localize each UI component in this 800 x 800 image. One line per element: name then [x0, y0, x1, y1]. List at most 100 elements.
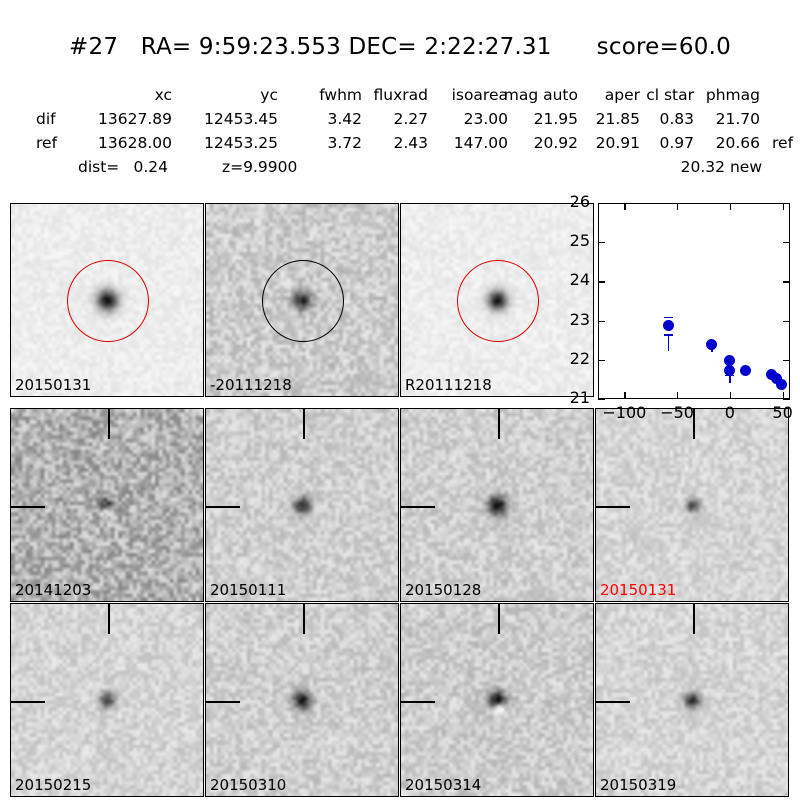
crosshair-tick-vertical: [303, 409, 305, 439]
chart-data-point: [740, 364, 752, 376]
chart-error-bar-cap: [664, 333, 674, 336]
chart-y-tick-label: 23: [569, 309, 590, 329]
chart-error-bar-cap: [664, 316, 674, 319]
cutout-panel[interactable]: 20150319: [595, 603, 789, 797]
cutout-panel[interactable]: 20150310: [205, 603, 399, 797]
chart-x-tick-label: −50: [660, 403, 694, 422]
cutout-date-label: -20111218: [210, 376, 292, 394]
cutout-date-label: 20150128: [405, 581, 482, 599]
chart-data-point: [765, 368, 777, 380]
chart-x-tick: [782, 203, 784, 210]
table-cell: 147.00: [453, 134, 508, 152]
cutout-date-label: 20150314: [405, 776, 482, 794]
crosshair-tick-horizontal: [401, 506, 435, 508]
table-cell: 12453.25: [204, 134, 278, 152]
chart-x-tick: [624, 203, 626, 210]
dist-label: dist=: [78, 158, 120, 176]
table-cell: 13628.00: [98, 134, 172, 152]
crosshair-tick-horizontal: [401, 701, 435, 703]
chart-data-point: [776, 378, 788, 390]
cutout-date-label: R20111218: [405, 376, 492, 394]
chart-y-tick-label: 25: [569, 231, 590, 251]
chart-y-tick: [783, 242, 790, 244]
cutout-panel[interactable]: 20150314: [400, 603, 594, 797]
table-column-header: xc: [154, 86, 172, 104]
cutout-panel[interactable]: -20111218: [205, 203, 399, 397]
chart-y-tick-label: 22: [569, 348, 590, 368]
cutout-panel[interactable]: 20150215: [10, 603, 204, 797]
table-header-row: xc yc fwhm fluxrad isoarea mag auto aper cl sta…: [0, 86, 800, 108]
page-title: #27 RA= 9:59:23.553 DEC= 2:22:27.31 scor…: [69, 34, 731, 60]
chart-y-tick: [783, 203, 790, 205]
crosshair-tick-horizontal: [206, 506, 240, 508]
table-cell: 2.43: [393, 134, 428, 152]
chart-x-tick: [677, 203, 679, 210]
table-column-header: cl star: [646, 86, 694, 104]
chart-x-tick-label: 0: [724, 403, 735, 422]
cutout-date-label: 20150319: [600, 776, 677, 794]
table-row-label: dif: [36, 110, 56, 128]
aperture-circle-black: [262, 260, 344, 342]
crosshair-tick-horizontal: [206, 701, 240, 703]
crosshair-tick-vertical: [693, 409, 695, 439]
table-column-header: mag auto: [503, 86, 578, 104]
crosshair-tick-horizontal: [11, 506, 45, 508]
chart-y-tick: [598, 242, 605, 244]
cutout-panel[interactable]: 20150111: [205, 408, 399, 602]
table-cell: 13627.89: [98, 110, 172, 128]
cutout-panel[interactable]: 20150131: [595, 408, 789, 602]
chart-error-bar: [667, 333, 670, 352]
chart-y-tick-label: 26: [569, 192, 590, 211]
table-cell: 2.27: [393, 110, 428, 128]
chart-y-tick: [598, 320, 605, 322]
cutout-image: [401, 409, 593, 601]
chart-y-tick: [598, 203, 605, 205]
table-column-header: yc: [260, 86, 278, 104]
crosshair-tick-horizontal: [11, 701, 45, 703]
cutout-panel[interactable]: 20141203: [10, 408, 204, 602]
table-cell: 23.00: [463, 110, 508, 128]
chart-x-tick: [782, 392, 784, 399]
table-row: ref 13628.00 12453.25 3.72 2.43 147.00 20.92 20…: [0, 134, 800, 156]
table-cell: 3.72: [327, 134, 362, 152]
cutout-date-label: 20150111: [210, 581, 287, 599]
cutout-date-label: 20150131: [600, 581, 677, 599]
table-row: dif 13627.89 12453.45 3.42 2.27 23.00 21.95 21.…: [0, 110, 800, 132]
cutout-date-label: 20150215: [15, 776, 92, 794]
table-row-label: ref: [36, 134, 58, 152]
table-cell: 21.95: [533, 110, 578, 128]
crosshair-tick-horizontal: [596, 701, 630, 703]
aperture-circle-red: [457, 260, 539, 342]
chart-data-point: [770, 373, 782, 385]
table-row-suffix: ref: [772, 134, 794, 152]
table-cell: 0.83: [659, 110, 694, 128]
chart-y-tick: [783, 359, 790, 361]
crosshair-tick-vertical: [108, 604, 110, 634]
cutout-panel[interactable]: R20111218: [400, 203, 594, 397]
chart-y-tick: [598, 281, 605, 283]
chart-x-tick-label: −100: [602, 403, 647, 422]
chart-x-tick: [677, 392, 679, 399]
table-cell: 21.70: [715, 110, 760, 128]
cutout-date-label: 20141203: [15, 581, 92, 599]
crosshair-tick-horizontal: [596, 506, 630, 508]
crosshair-tick-vertical: [108, 409, 110, 439]
chart-y-tick: [783, 281, 790, 283]
table-column-header: fwhm: [319, 86, 362, 104]
cutout-panel[interactable]: 20150128: [400, 408, 594, 602]
crosshair-tick-vertical: [303, 604, 305, 634]
table-summary-row: dist= 0.24 z=9.9900 20.32 new: [0, 158, 800, 180]
cutout-image: [11, 409, 203, 601]
chart-plot-area: [598, 203, 790, 399]
cutout-panel[interactable]: 20150131: [10, 203, 204, 397]
cutout-image: [596, 604, 788, 796]
table-cell: 12453.45: [204, 110, 278, 128]
chart-data-point: [663, 319, 675, 331]
aperture-circle-red: [67, 260, 149, 342]
chart-y-tick-label: 24: [569, 270, 590, 290]
table-column-header: phmag: [705, 86, 760, 104]
table-cell: 20.66: [715, 134, 760, 152]
chart-y-tick-label: 21: [569, 388, 590, 407]
crosshair-tick-vertical: [693, 604, 695, 634]
light-curve-chart: [598, 203, 790, 401]
